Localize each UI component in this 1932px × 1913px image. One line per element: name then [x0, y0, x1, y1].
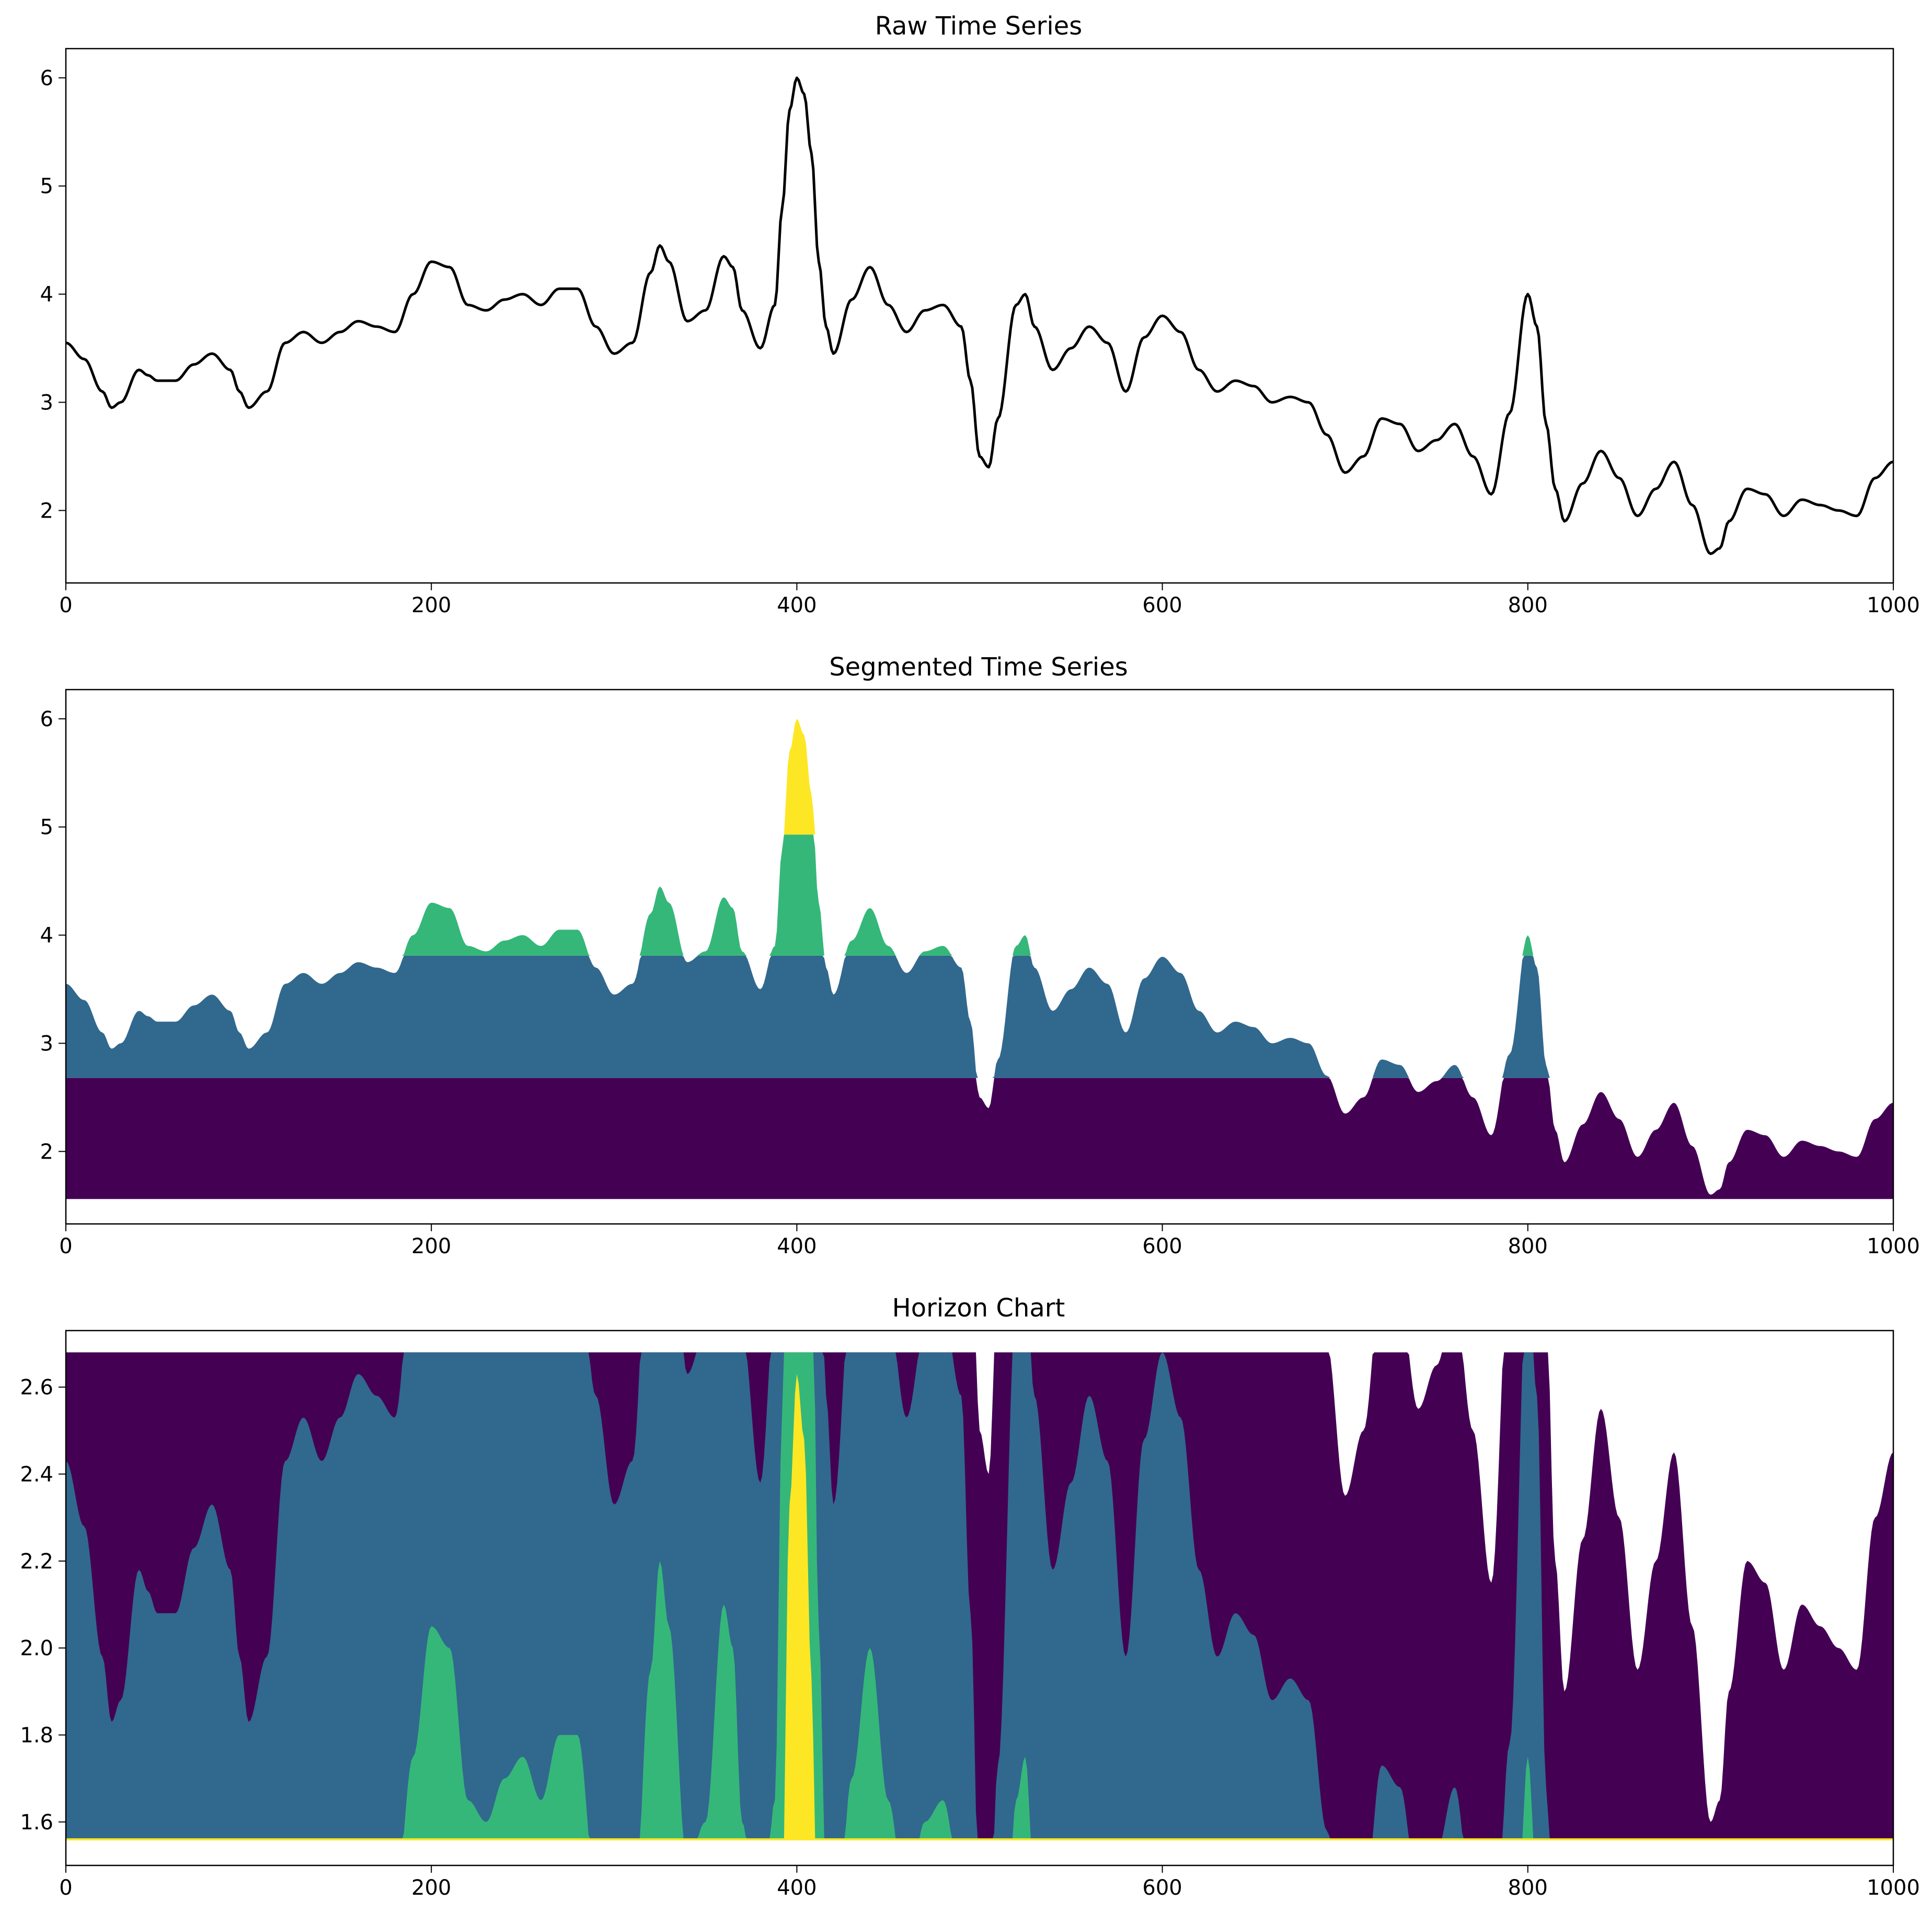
y-tick-label: 5 — [40, 175, 53, 199]
y-tick-label: 2 — [40, 499, 53, 523]
horizon-band-2 — [66, 1352, 1893, 1840]
x-tick-label: 1000 — [1867, 1234, 1920, 1258]
y-tick-label: 2.2 — [20, 1550, 53, 1574]
x-tick-label: 400 — [777, 593, 816, 617]
x-tick-label: 600 — [1142, 1234, 1182, 1258]
horizon-chart-panel: Horizon Chart 0 200 400 600 800 1000 1.6 1.8 2.0… — [20, 1293, 1920, 1900]
x-tick-label: 600 — [1142, 593, 1182, 617]
y-tick-label: 2.4 — [20, 1462, 53, 1486]
y-tick-label: 4 — [40, 283, 53, 307]
segment-band-3 — [66, 834, 1893, 956]
x-tick-label: 800 — [1508, 593, 1548, 617]
x-tick-label: 0 — [59, 1876, 72, 1900]
panel-title: Raw Time Series — [875, 12, 1083, 41]
x-tick-label: 200 — [411, 593, 451, 617]
x-tick-label: 0 — [59, 593, 72, 617]
y-tick-label: 6 — [40, 66, 53, 90]
axes-frame — [65, 1330, 1894, 1866]
segment-band-2 — [66, 955, 1893, 1078]
y-tick-label: 4 — [40, 924, 53, 948]
axes-frame — [65, 48, 1894, 584]
x-tick-label: 600 — [1142, 1876, 1182, 1900]
panel-title: Segmented Time Series — [829, 652, 1128, 682]
x-tick-label: 0 — [59, 1234, 72, 1258]
y-tick-label: 3 — [40, 391, 53, 415]
y-tick-label: 1.6 — [20, 1811, 53, 1835]
y-tick-label: 2 — [40, 1140, 53, 1164]
axes-frame — [65, 689, 1894, 1225]
x-tick-label: 1000 — [1867, 593, 1920, 617]
y-tick-label: 1.8 — [20, 1723, 53, 1747]
x-tick-label: 1000 — [1867, 1876, 1920, 1900]
segment-band-1 — [66, 1078, 1893, 1199]
series-line — [66, 76, 1893, 555]
x-tick-label: 400 — [777, 1876, 816, 1900]
x-tick-label: 800 — [1508, 1876, 1548, 1900]
segment-band-4 — [66, 718, 1893, 835]
y-tick-label: 5 — [40, 816, 53, 840]
y-tick-label: 2.0 — [20, 1636, 53, 1660]
y-tick-label: 6 — [40, 707, 53, 731]
x-tick-label: 400 — [777, 1234, 816, 1258]
segmented-time-series-panel: Segmented Time Series 0 200 400 600 800 1000 2… — [40, 652, 1920, 1258]
y-tick-label: 3 — [40, 1032, 53, 1056]
y-tick-label: 2.6 — [20, 1376, 53, 1400]
x-tick-label: 200 — [411, 1234, 451, 1258]
panel-title: Horizon Chart — [892, 1293, 1065, 1323]
x-tick-label: 800 — [1508, 1234, 1548, 1258]
raw-time-series-panel: Raw Time Series 0 200 400 600 800 1000 2 3 4 5 6 — [40, 12, 1920, 617]
x-tick-label: 200 — [411, 1876, 451, 1900]
